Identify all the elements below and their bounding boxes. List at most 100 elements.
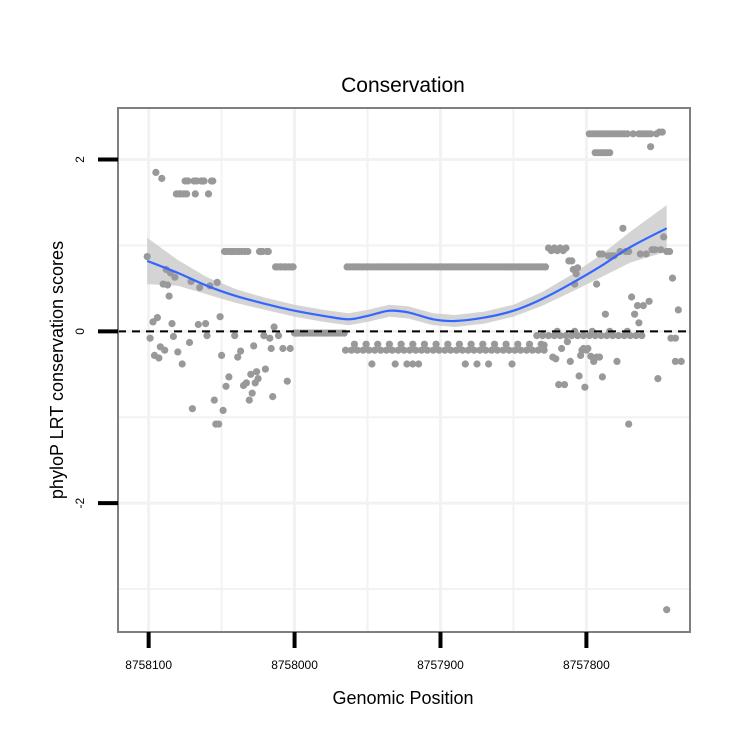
- data-point: [490, 340, 499, 348]
- data-point: [533, 332, 541, 340]
- data-point: [517, 346, 525, 354]
- data-point: [191, 190, 199, 198]
- data-point: [455, 340, 463, 348]
- data-point: [374, 340, 382, 348]
- data-point: [146, 334, 154, 342]
- data-point: [541, 263, 550, 271]
- data-point: [409, 340, 417, 348]
- data-point: [441, 346, 449, 354]
- data-point: [544, 332, 553, 340]
- data-point: [382, 346, 391, 354]
- data-point: [196, 283, 204, 292]
- x-tick-label: 8758100: [125, 658, 172, 672]
- data-point: [423, 346, 431, 354]
- data-point: [183, 190, 191, 198]
- data-point: [417, 346, 426, 354]
- data-point: [188, 405, 196, 413]
- data-point: [270, 323, 278, 331]
- data-point: [444, 340, 452, 348]
- data-point: [347, 346, 356, 354]
- data-point: [274, 332, 283, 340]
- x-axis-title: Genomic Position: [332, 688, 473, 708]
- data-point: [639, 302, 647, 310]
- data-point: [171, 273, 179, 281]
- data-point: [579, 332, 588, 340]
- data-point: [237, 347, 245, 355]
- data-point: [588, 327, 596, 335]
- data-point: [523, 346, 531, 354]
- data-point: [470, 346, 478, 354]
- data-point: [362, 340, 370, 348]
- data-point: [412, 346, 420, 354]
- data-point: [155, 354, 163, 362]
- confidence-band: [147, 205, 667, 327]
- data-point: [204, 190, 213, 198]
- data-point: [540, 346, 548, 354]
- data-point: [555, 381, 563, 389]
- data-point: [566, 357, 574, 365]
- data-point: [432, 340, 440, 348]
- data-point: [647, 143, 655, 151]
- data-point: [562, 244, 570, 252]
- data-point: [215, 420, 223, 428]
- data-point: [552, 355, 560, 363]
- data-point: [394, 346, 402, 354]
- data-point: [247, 370, 255, 378]
- data-point: [658, 128, 666, 136]
- data-point: [184, 177, 192, 185]
- data-point: [525, 340, 534, 348]
- data-point: [174, 348, 182, 356]
- data-point: [493, 346, 501, 354]
- data-point: [420, 340, 428, 348]
- data-point: [218, 351, 226, 359]
- data-point: [203, 332, 211, 340]
- data-point: [435, 346, 443, 354]
- data-point: [572, 270, 580, 278]
- data-point: [667, 334, 675, 342]
- data-point: [482, 346, 490, 354]
- data-point: [631, 310, 639, 318]
- smooth-fit-line: [146, 227, 668, 323]
- data-point: [415, 360, 423, 368]
- data-point: [575, 372, 583, 380]
- x-tick-label: 8758000: [271, 658, 318, 672]
- data-point: [562, 332, 570, 340]
- gridlines: [118, 108, 690, 632]
- data-point: [219, 406, 227, 414]
- data-point: [289, 263, 297, 271]
- data-point: [143, 253, 151, 261]
- data-point: [638, 332, 646, 340]
- data-point: [625, 420, 633, 428]
- data-point: [528, 346, 537, 354]
- y-tick-label: -2: [73, 497, 87, 508]
- data-point: [359, 346, 367, 354]
- data-point: [165, 292, 173, 300]
- data-point: [452, 346, 461, 354]
- data-point: [169, 332, 177, 341]
- data-point: [633, 302, 642, 310]
- data-point: [178, 360, 186, 368]
- data-point: [209, 177, 217, 185]
- data-point: [254, 375, 262, 383]
- data-point: [476, 346, 484, 354]
- data-point: [185, 338, 194, 347]
- data-point: [261, 365, 269, 373]
- data-point: [350, 340, 358, 348]
- data-point: [597, 332, 605, 340]
- data-point: [581, 383, 589, 391]
- data-point: [560, 381, 569, 389]
- smooth-fit-layer: [146, 227, 668, 323]
- data-point: [642, 250, 650, 258]
- data-point: [245, 396, 253, 404]
- data-point: [391, 360, 399, 368]
- data-point: [677, 357, 685, 365]
- data-point: [632, 332, 640, 340]
- data-point: [194, 320, 202, 329]
- chart-title: Conservation: [341, 74, 465, 97]
- data-point: [636, 250, 645, 258]
- data-point: [623, 130, 631, 138]
- data-point: [267, 344, 275, 353]
- data-point: [514, 340, 522, 348]
- data-point: [666, 247, 674, 256]
